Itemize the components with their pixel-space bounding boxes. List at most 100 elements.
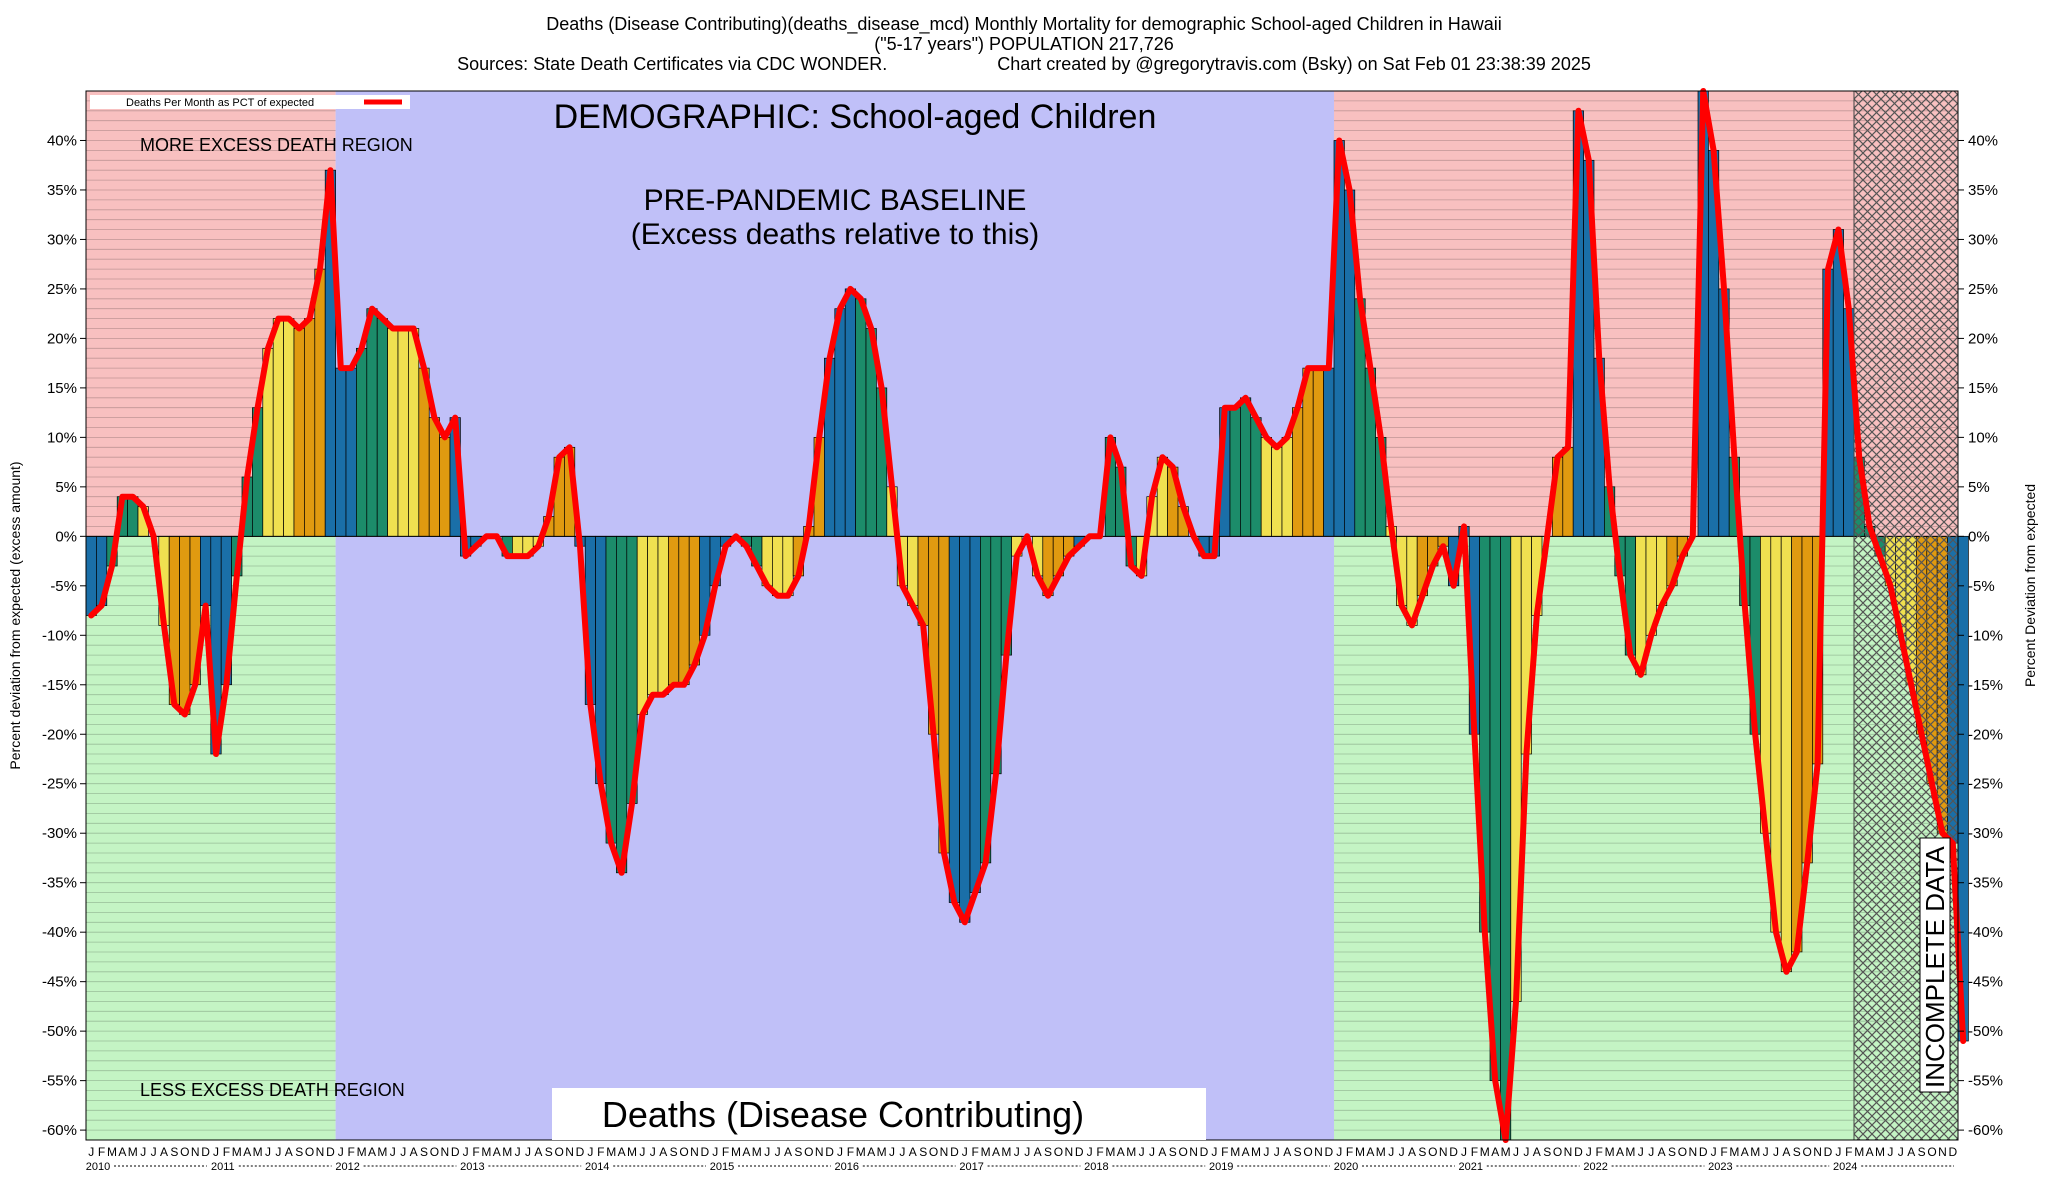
bar [439,437,451,537]
x-tick-label: N [191,1145,200,1159]
x-tick-label: J [1513,1145,1519,1159]
y-tick-label: 0% [55,528,77,545]
y-tick-label-right: -25% [1968,776,2003,793]
x-tick-label: A [368,1145,376,1159]
x-tick-label: D [1824,1145,1833,1159]
x-tick-label: A [1533,1145,1541,1159]
y-axis-title-right: Percent Deviation from expected [2022,484,2038,687]
x-tick-label: J [1461,1145,1467,1159]
x-tick-label: F [972,1145,979,1159]
y-tick-label-right: 15% [1968,380,1998,397]
bar [179,535,191,715]
x-year-label: 2018 [1084,1161,1108,1173]
x-tick-label: N [1439,1145,1448,1159]
x-tick-label: J [1638,1145,1644,1159]
bar [272,318,284,537]
x-tick-label: O [1803,1145,1812,1159]
y-tick-label: 20% [47,330,77,347]
y-tick-label: 40% [47,132,77,149]
x-tick-label: D [1449,1145,1458,1159]
x-tick-label: J [1648,1145,1654,1159]
x-tick-label: S [1169,1145,1177,1159]
x-tick-label: S [295,1145,303,1159]
bar [376,318,388,537]
x-year-label: 2012 [335,1161,359,1173]
less-excess-label: LESS EXCESS DEATH REGION [140,1080,405,1100]
x-tick-label: S [1918,1145,1926,1159]
y-tick-label: 15% [47,380,77,397]
x-tick-label: A [1366,1145,1374,1159]
incomplete-label-box [1919,837,1951,1093]
y-tick-label-right: 5% [1968,479,1990,496]
incomplete-data-label: INCOMPLETE DATA [1920,846,1950,1088]
y-tick-label: 30% [47,231,77,248]
x-tick-label: N [1189,1145,1198,1159]
baseline-title-line1: PRE-PANDEMIC BASELINE [644,184,1027,217]
x-tick-label: N [440,1145,449,1159]
y-tick-label-right: -55% [1968,1073,2003,1090]
x-tick-label: J [1149,1145,1155,1159]
x-tick-label: D [1948,1145,1957,1159]
x-tick-label: J [1087,1145,1093,1159]
x-tick-label: O [1678,1145,1687,1159]
x-tick-label: M [1001,1145,1011,1159]
y-tick-label-right: 25% [1968,281,1998,298]
x-tick-label: A [1158,1145,1166,1159]
x-tick-label: F [1596,1145,1603,1159]
x-tick-label: A [1907,1145,1915,1159]
y-axis-title-left: Percent deviation from expected (excess … [7,461,23,769]
x-tick-label: S [670,1145,678,1159]
x-tick-label: N [940,1145,949,1159]
x-tick-label: J [338,1145,344,1159]
x-tick-label: A [534,1145,542,1159]
x-tick-label: J [1139,1145,1145,1159]
legend-box [90,95,410,109]
y-tick-label: -20% [42,726,77,743]
x-tick-label: M [1126,1145,1136,1159]
x-tick-label: M [232,1145,242,1159]
x-tick-label: J [140,1145,146,1159]
x-tick-label: J [962,1145,968,1159]
y-tick-label: -50% [42,1023,77,1040]
x-tick-label: M [856,1145,866,1159]
x-tick-label: A [784,1145,792,1159]
x-tick-label: M [253,1145,263,1159]
bar [1250,417,1262,537]
x-tick-label: J [899,1145,905,1159]
x-tick-label: J [525,1145,531,1159]
bar [1260,437,1272,537]
x-year-label: 2023 [1708,1161,1732,1173]
demographic-title: DEMOGRAPHIC: School-aged Children [554,98,1157,136]
x-tick-label: D [326,1145,335,1159]
bar [647,535,659,695]
x-year-label: 2014 [585,1161,609,1173]
y-tick-label-right: 10% [1968,429,1998,446]
bar [304,318,316,537]
legend-label: Deaths Per Month as PCT of expected [126,97,314,109]
chart-credit: Chart created by @gregorytravis.com (Bsk… [997,54,1591,74]
x-tick-label: S [1543,1145,1551,1159]
x-tick-label: J [639,1145,645,1159]
x-tick-label: O [180,1145,189,1159]
x-tick-label: A [243,1145,251,1159]
x-tick-label: J [1773,1145,1779,1159]
x-tick-label: S [1793,1145,1801,1159]
series-line [88,88,1967,1143]
x-tick-label: M [1501,1145,1511,1159]
x-tick-label: J [1014,1145,1020,1159]
y-tick-label: -55% [42,1073,77,1090]
x-tick-label: O [555,1145,564,1159]
x-tick-label: O [1179,1145,1188,1159]
x-tick-label: J [515,1145,521,1159]
bar [314,268,326,537]
y-tick-label-right: 35% [1968,182,1998,199]
x-tick-label: J [1211,1145,1217,1159]
x-tick-label: S [1044,1145,1052,1159]
bar [959,535,971,923]
y-tick-label-right: -40% [1968,924,2003,941]
x-tick-label: J [390,1145,396,1159]
x-tick-label: M [1355,1145,1365,1159]
x-year-label: 2020 [1334,1161,1358,1173]
baseline-title-line2: (Excess deaths relative to this) [631,218,1040,251]
bar [1229,407,1241,537]
